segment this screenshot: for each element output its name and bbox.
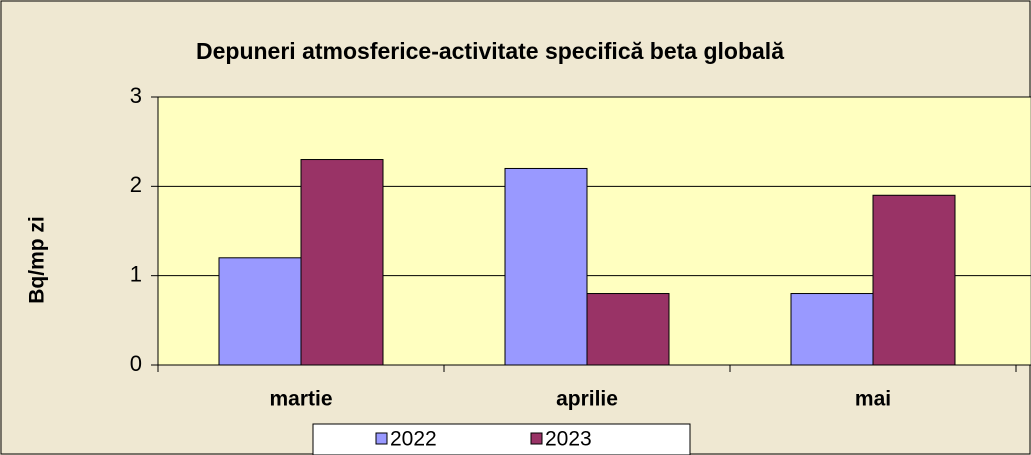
bar: [218, 257, 302, 366]
y-tick-label: 3: [130, 83, 142, 108]
legend-label: 2022: [390, 428, 437, 451]
bar: [790, 293, 874, 366]
bar: [300, 159, 384, 366]
bar: [586, 293, 670, 366]
chart-title: Depuneri atmosferice-activitate specific…: [196, 38, 784, 64]
legend-swatch: [530, 432, 543, 445]
legend-box: [312, 423, 691, 455]
x-tick-label: martie: [269, 388, 332, 411]
y-axis-label: Bq/mp zi: [26, 216, 49, 304]
bar: [872, 194, 956, 366]
legend-label: 2023: [545, 428, 592, 451]
legend-swatch: [375, 432, 388, 445]
bar: [504, 167, 588, 366]
y-tick-label: 1: [130, 261, 142, 286]
y-tick-label: 0: [130, 351, 142, 376]
x-tick-label: aprilie: [556, 388, 618, 411]
x-tick-label: mai: [855, 388, 891, 411]
y-tick-label: 2: [130, 172, 142, 197]
